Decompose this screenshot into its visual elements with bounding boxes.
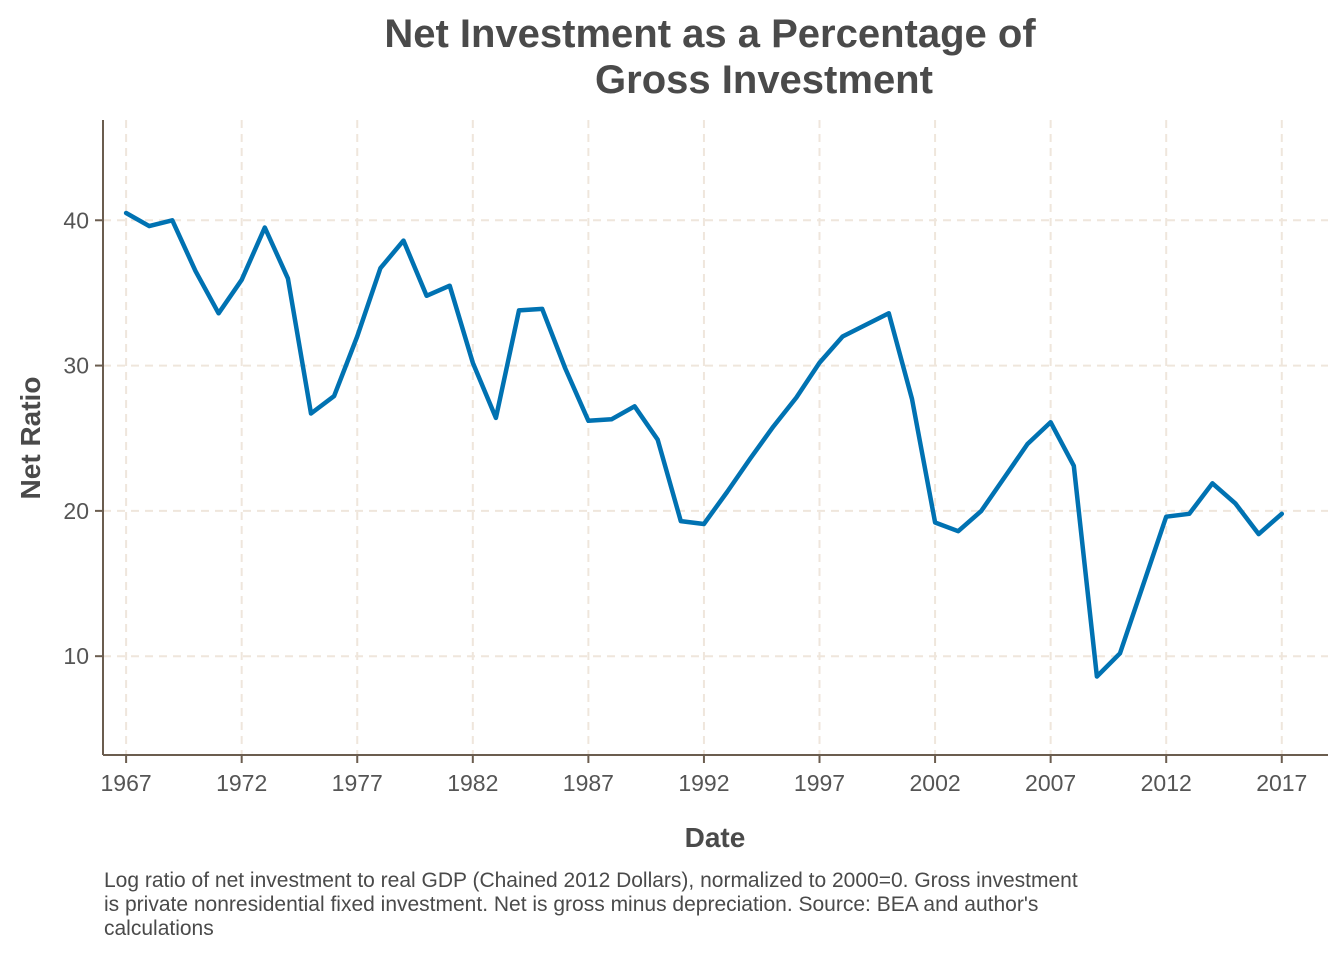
x-tick-label: 1992 — [678, 770, 729, 796]
x-axis-title: Date — [685, 822, 746, 853]
x-tick-label: 2012 — [1141, 770, 1192, 796]
x-tick-label: 2002 — [909, 770, 960, 796]
grid — [103, 120, 1328, 755]
x-tick-label: 1977 — [332, 770, 383, 796]
chart-title-line-1: Net Investment as a Percentage of — [384, 12, 1036, 56]
x-tick-label: 1967 — [101, 770, 152, 796]
x-tick-label: 1997 — [794, 770, 845, 796]
caption-line-3: calculations — [104, 917, 214, 940]
x-tick-label: 1987 — [563, 770, 614, 796]
y-tick-label: 20 — [63, 498, 89, 524]
chart-title-line-2: Gross Investment — [595, 58, 933, 102]
x-tick-label: 2017 — [1256, 770, 1307, 796]
y-tick-label: 40 — [63, 207, 89, 233]
series-line — [123, 210, 1285, 679]
x-tick-label: 2007 — [1025, 770, 1076, 796]
y-tick-label: 30 — [63, 353, 89, 379]
x-tick-label: 1982 — [447, 770, 498, 796]
axis-tick-labels: 1967 1972 1977 1982 1987 1992 1997 2002 2007 2012… — [63, 207, 1307, 796]
y-tick-label: 10 — [63, 643, 89, 669]
axis-ticks — [95, 219, 1283, 763]
x-tick-label: 1972 — [216, 770, 267, 796]
caption-line-1: Log ratio of net investment to real GDP … — [104, 869, 1078, 892]
caption-line-2: is private nonresidential fixed investme… — [104, 893, 1038, 916]
y-axis-title: Net Ratio — [15, 377, 46, 500]
